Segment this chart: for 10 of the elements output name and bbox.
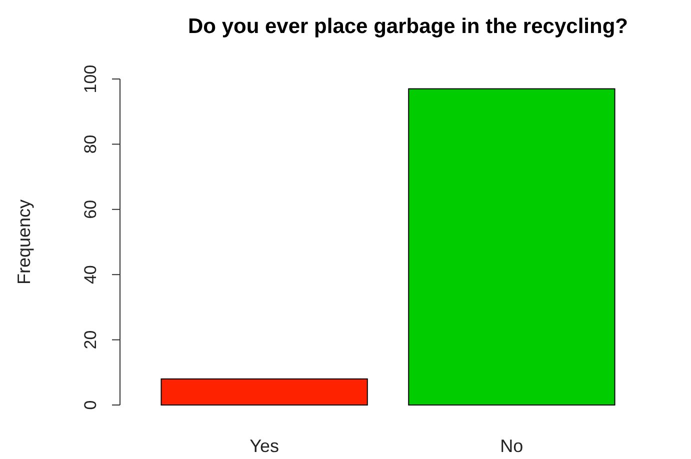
y-tick-label: 40	[81, 265, 100, 284]
y-tick-label: 80	[81, 134, 100, 154]
y-axis-title: Frequency	[14, 199, 34, 285]
y-tick-label: 100	[81, 64, 100, 94]
y-tick-label: 0	[81, 400, 100, 410]
x-tick-label: No	[500, 436, 524, 456]
chart-title: Do you ever place garbage in the recycling?	[188, 15, 628, 38]
x-tick-label: Yes	[250, 436, 279, 456]
y-tick-label: 60	[81, 200, 100, 219]
y-tick-label: 20	[81, 330, 100, 350]
